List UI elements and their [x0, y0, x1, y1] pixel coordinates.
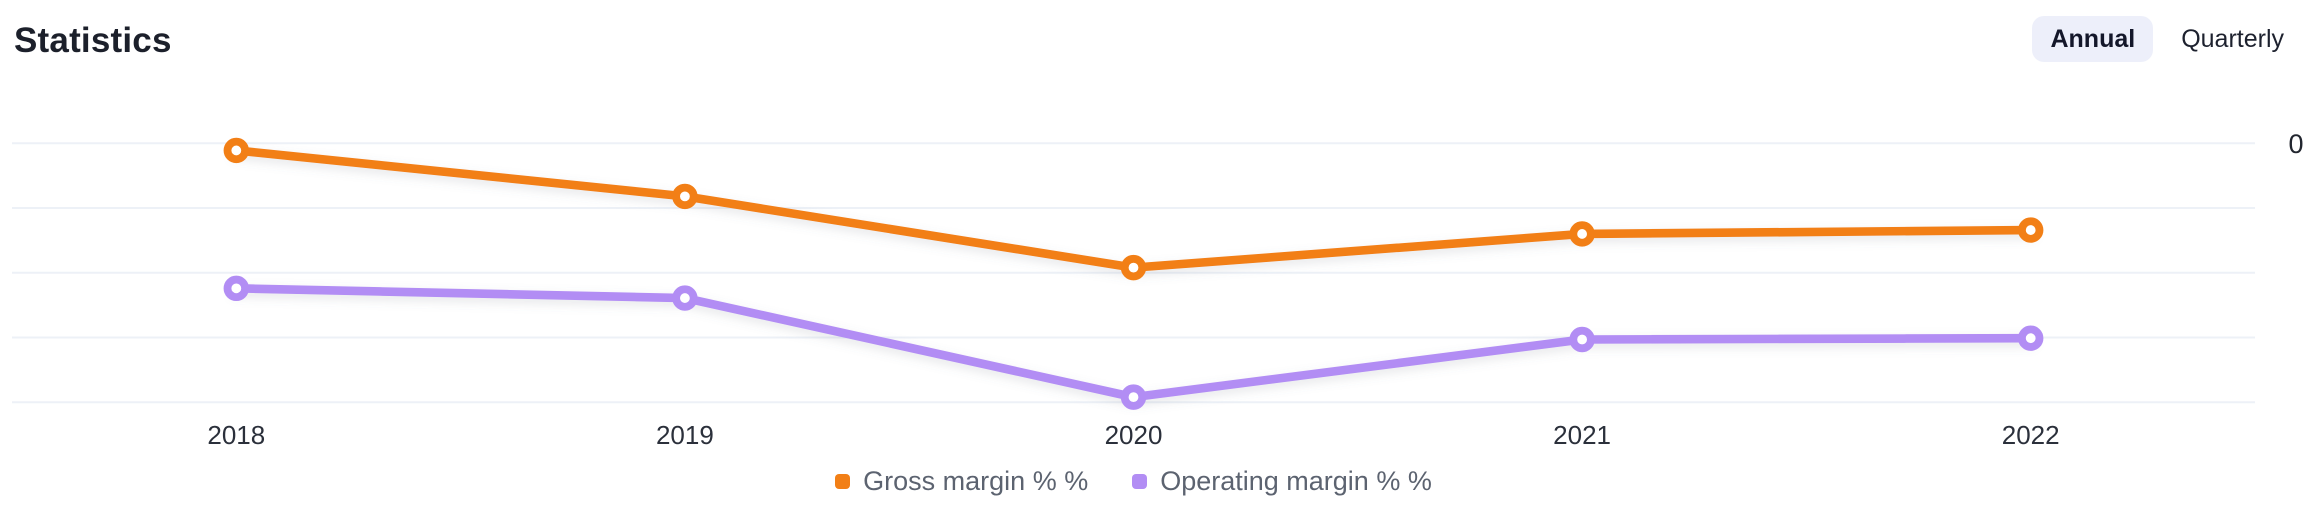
data-point-0-2019[interactable]: [672, 183, 698, 210]
period-toggle: Annual Quarterly: [2032, 16, 2302, 62]
x-axis-label: 2020: [1105, 420, 1163, 450]
data-point-1-2021[interactable]: [1569, 326, 1595, 353]
legend-item-operating-margin[interactable]: Operating margin % %: [1132, 468, 1432, 495]
data-point-0-2022[interactable]: [2017, 217, 2044, 243]
legend-item-gross-margin[interactable]: Gross margin % %: [835, 468, 1088, 495]
data-point-0-2020[interactable]: [1120, 254, 1147, 281]
data-point-0-2021[interactable]: [1569, 221, 1595, 247]
data-point-1-2018[interactable]: [223, 275, 250, 302]
operating-margin-swatch-icon: [1132, 474, 1148, 489]
period-annual-button[interactable]: Annual: [2032, 16, 2154, 62]
gross-margin-swatch-icon: [835, 474, 851, 489]
period-quarterly-button[interactable]: Quarterly: [2163, 16, 2302, 62]
legend-label: Operating margin % %: [1160, 466, 1432, 496]
x-axis-label: 2022: [2002, 420, 2060, 450]
x-axis-label: 2021: [1553, 420, 1611, 450]
x-axis-label: 2019: [656, 420, 714, 450]
data-point-1-2020[interactable]: [1120, 384, 1147, 410]
y-axis-label: 0: [2288, 129, 2303, 159]
chart-legend: Gross margin % % Operating margin % %: [12, 468, 2255, 495]
data-point-0-2018[interactable]: [223, 137, 250, 164]
x-axis-label: 2018: [207, 420, 265, 450]
data-point-1-2019[interactable]: [672, 285, 698, 311]
data-point-1-2022[interactable]: [2017, 325, 2044, 351]
page-title: Statistics: [14, 21, 172, 60]
legend-label: Gross margin % %: [863, 466, 1089, 496]
series-line-1: [232, 284, 2035, 402]
